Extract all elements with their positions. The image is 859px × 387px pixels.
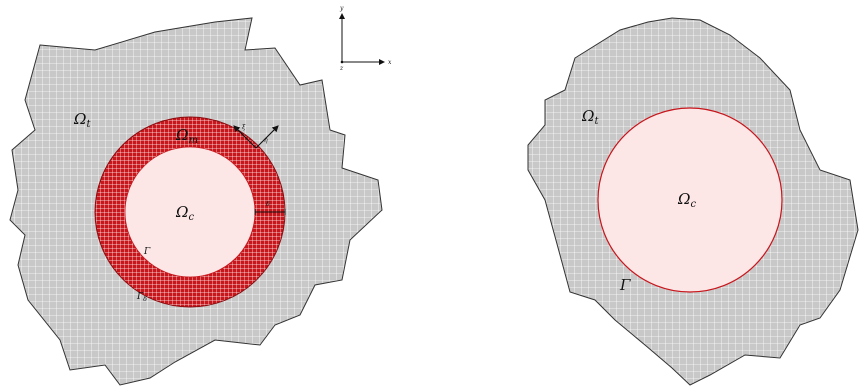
coordinate-axes: y x z	[339, 5, 392, 72]
tangent-label: ξ	[242, 124, 246, 131]
left-outer-interface-label: Γδ	[136, 292, 147, 303]
left-domain-label: Ωt	[73, 110, 91, 130]
left-inclusion-label: Ωc	[175, 203, 194, 223]
thickness-label: δ	[266, 201, 270, 208]
right-domain-label: Ωt	[581, 107, 599, 127]
x-axis-label: x	[388, 59, 392, 66]
z-axis-label: z	[339, 65, 344, 72]
right-interface-label: Γ	[619, 276, 631, 294]
left-panel: Ωt Ωm Ωc Γ Γδ δ ξ η	[9, 17, 383, 386]
right-inclusion-label: Ωc	[677, 190, 696, 210]
left-band-label: Ωm	[175, 126, 198, 146]
right-inclusion-omega-c	[597, 107, 783, 293]
tangent-arrow-xi	[233, 125, 257, 149]
right-panel: Ωt Ωc Γ	[527, 17, 859, 386]
y-axis-label: y	[339, 5, 344, 12]
normal-label: η	[264, 137, 268, 144]
left-interface-label: Γ	[143, 247, 151, 257]
normal-arrow-eta	[255, 125, 279, 149]
z-axis-origin	[340, 60, 344, 64]
